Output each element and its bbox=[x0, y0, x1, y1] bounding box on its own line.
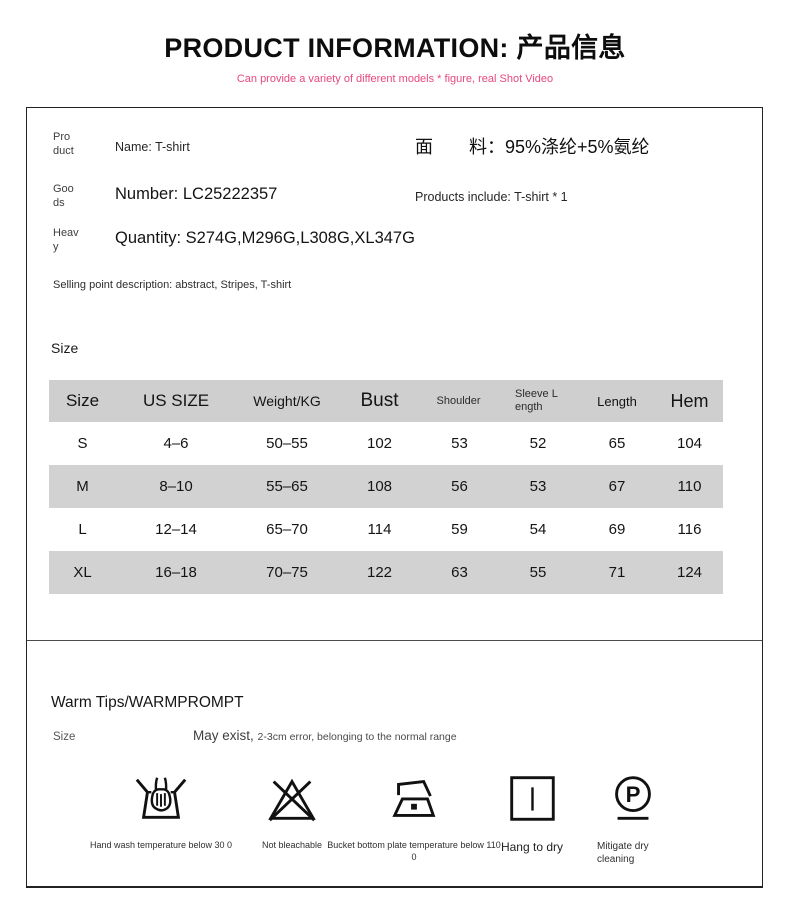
table-cell: 16–18 bbox=[155, 564, 197, 581]
table-cell: 69 bbox=[608, 521, 626, 538]
care-caption: Hand wash temperature below 30 0 bbox=[89, 840, 233, 850]
column-header-weight: Weight/KG bbox=[253, 393, 321, 409]
section-divider bbox=[27, 640, 762, 641]
table-cell: 59 bbox=[451, 521, 468, 538]
care-caption: Not bleachable bbox=[261, 840, 323, 850]
table-cell: S bbox=[77, 435, 88, 452]
size-note-text: May exist, 2-3cm error, belonging to the… bbox=[193, 728, 457, 743]
selling-point-text: Selling point description: abstract, Str… bbox=[53, 279, 292, 291]
iron-icon bbox=[392, 780, 436, 817]
care-item-dry-clean: P Mitigate dry cleaning bbox=[597, 769, 669, 866]
table-row-l: L 12–14 65–70 114 59 54 69 116 bbox=[49, 508, 723, 551]
table-cell: 12–14 bbox=[155, 521, 197, 538]
table-cell: 65 bbox=[608, 435, 626, 452]
heavy-label: Heav y bbox=[53, 227, 79, 254]
table-cell: L bbox=[78, 521, 87, 538]
size-section-heading: Size bbox=[51, 340, 79, 356]
table-cell: 4–6 bbox=[163, 435, 189, 452]
table-cell: 54 bbox=[529, 521, 547, 538]
products-include-value: Products include: T-shirt * 1 bbox=[415, 190, 568, 204]
size-note-label: Size bbox=[53, 731, 76, 743]
not-bleachable-icon bbox=[268, 778, 316, 822]
table-cell: 50–55 bbox=[266, 435, 308, 452]
table-cell: M bbox=[76, 478, 89, 495]
table-cell: 52 bbox=[529, 435, 547, 452]
care-item-hand-wash: Hand wash temperature below 30 0 bbox=[76, 769, 246, 852]
dry-clean-p-icon: P bbox=[615, 776, 651, 820]
product-info-box: Pro duct Name: T-shirt 面 料：95%涤纶+5%氨纶 Go… bbox=[26, 107, 763, 888]
care-caption: Bucket bottom plate temperature below 11… bbox=[327, 840, 501, 862]
goods-number-value: Number: LC25222357 bbox=[115, 185, 278, 203]
care-item-hang-dry: Hang to dry bbox=[484, 769, 580, 856]
quantity-value: Quantity: S274G,M296G,L308G,XL347G bbox=[115, 229, 415, 247]
product-label: Pro duct bbox=[53, 131, 74, 158]
hand-wash-icon bbox=[135, 777, 187, 819]
column-header-sleeve-length: Sleeve Length bbox=[515, 388, 558, 413]
table-cell: 56 bbox=[451, 478, 468, 495]
column-header-bust: Bust bbox=[360, 390, 399, 411]
svg-text:P: P bbox=[626, 782, 641, 807]
page-subtitle: Can provide a variety of different model… bbox=[236, 73, 554, 85]
table-cell: 55 bbox=[529, 564, 547, 581]
column-header-length: Length bbox=[597, 393, 637, 409]
hang-to-dry-icon bbox=[510, 776, 555, 821]
table-cell: 110 bbox=[677, 478, 702, 495]
table-cell: 108 bbox=[366, 478, 393, 495]
table-cell: 65–70 bbox=[266, 521, 308, 538]
table-cell: 53 bbox=[451, 435, 468, 452]
column-header-us-size: US SIZE bbox=[142, 391, 210, 410]
table-row-xl: XL 16–18 70–75 122 63 55 71 124 bbox=[49, 551, 723, 594]
table-row-s: S 4–6 50–55 102 53 52 65 104 bbox=[49, 422, 723, 465]
column-header-shoulder: Shoulder bbox=[436, 394, 481, 407]
care-caption: Mitigate dry cleaning bbox=[597, 841, 649, 865]
table-cell: 71 bbox=[608, 564, 626, 581]
table-cell: 53 bbox=[529, 478, 547, 495]
goods-label: Goo ds bbox=[53, 183, 74, 210]
warm-tips-heading: Warm Tips/WARMPROMPT bbox=[51, 694, 244, 711]
table-cell: 70–75 bbox=[266, 564, 308, 581]
fabric-value: 面 料：95%涤纶+5%氨纶 bbox=[415, 137, 650, 157]
table-cell: 104 bbox=[676, 435, 703, 452]
product-name-value: Name: T-shirt bbox=[115, 140, 190, 154]
table-cell: 122 bbox=[366, 564, 393, 581]
table-cell: 67 bbox=[608, 478, 626, 495]
care-item-not-bleachable: Not bleachable bbox=[234, 769, 350, 852]
size-table: Size US SIZE Weight/KG Bust Shoulder Sle… bbox=[49, 380, 723, 594]
care-caption: Hang to dry bbox=[500, 840, 564, 854]
table-cell: XL bbox=[73, 564, 92, 581]
care-item-iron: Bucket bottom plate temperature below 11… bbox=[327, 769, 501, 863]
table-cell: 124 bbox=[676, 564, 703, 581]
table-cell: 8–10 bbox=[159, 478, 193, 495]
page-title: PRODUCT INFORMATION: 产品信息 bbox=[164, 33, 626, 63]
column-header-hem: Hem bbox=[670, 390, 709, 411]
table-cell: 63 bbox=[451, 564, 468, 581]
table-header-row: Size US SIZE Weight/KG Bust Shoulder Sle… bbox=[49, 380, 723, 422]
table-cell: 102 bbox=[366, 435, 393, 452]
table-cell: 116 bbox=[677, 521, 702, 538]
table-cell: 55–65 bbox=[266, 478, 308, 495]
table-cell: 114 bbox=[367, 521, 392, 538]
table-row-m: M 8–10 55–65 108 56 53 67 110 bbox=[49, 465, 723, 508]
column-header-size: Size bbox=[65, 391, 100, 410]
